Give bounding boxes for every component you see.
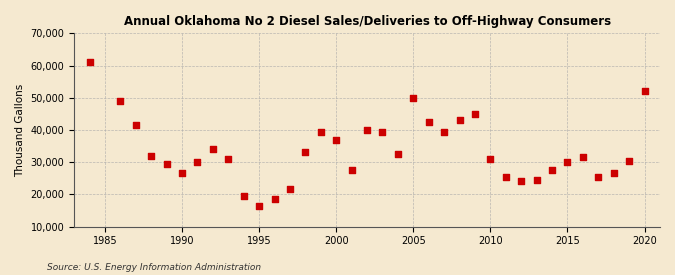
Point xyxy=(269,197,280,201)
Point xyxy=(130,123,141,127)
Point xyxy=(408,95,418,100)
Point xyxy=(531,178,542,182)
Point xyxy=(593,174,603,179)
Point xyxy=(115,99,126,103)
Point xyxy=(470,112,481,116)
Point xyxy=(362,128,373,132)
Point xyxy=(192,160,203,164)
Point xyxy=(547,168,558,172)
Point xyxy=(639,89,650,94)
Point xyxy=(439,129,450,134)
Point xyxy=(485,157,496,161)
Point xyxy=(500,174,511,179)
Point xyxy=(84,60,95,65)
Point xyxy=(454,118,465,122)
Point xyxy=(608,171,619,176)
Point xyxy=(346,168,357,172)
Point xyxy=(177,171,188,176)
Point xyxy=(392,152,403,156)
Title: Annual Oklahoma No 2 Diesel Sales/Deliveries to Off-Highway Consumers: Annual Oklahoma No 2 Diesel Sales/Delive… xyxy=(124,15,611,28)
Point xyxy=(315,129,326,134)
Point xyxy=(331,138,342,142)
Point xyxy=(624,158,634,163)
Point xyxy=(223,157,234,161)
Point xyxy=(562,160,573,164)
Y-axis label: Thousand Gallons: Thousand Gallons xyxy=(15,83,25,177)
Point xyxy=(146,153,157,158)
Point xyxy=(161,161,172,166)
Point xyxy=(377,129,388,134)
Point xyxy=(238,194,249,198)
Point xyxy=(254,204,265,208)
Point xyxy=(300,150,310,155)
Point xyxy=(516,179,526,184)
Point xyxy=(423,120,434,124)
Point xyxy=(578,155,589,160)
Point xyxy=(285,187,296,192)
Text: Source: U.S. Energy Information Administration: Source: U.S. Energy Information Administ… xyxy=(47,263,261,272)
Point xyxy=(207,147,218,152)
